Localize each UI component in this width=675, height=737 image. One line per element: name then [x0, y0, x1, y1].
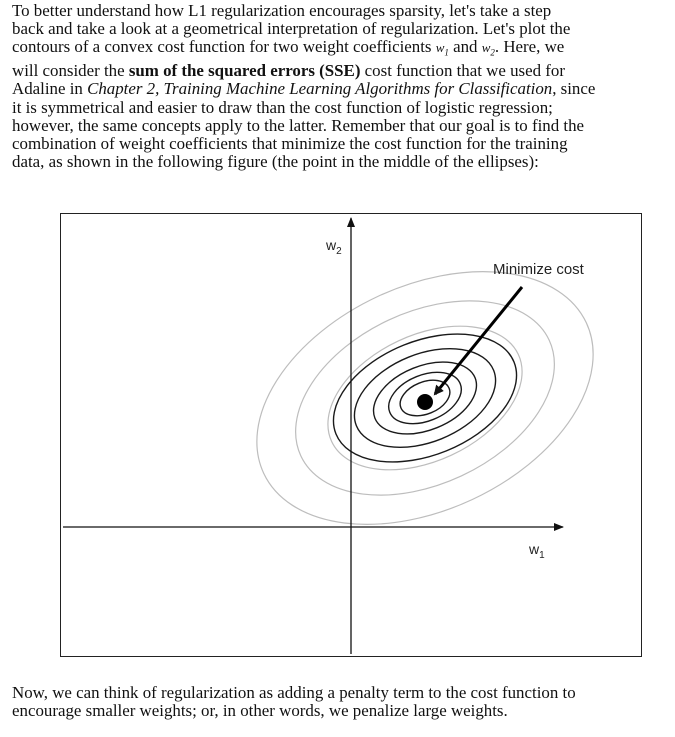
sse-term: sum of the squared errors (SSE)	[128, 61, 361, 81]
intro-line-3-start: contours of a convex cost function for t…	[12, 37, 436, 57]
w2-letter: w	[481, 40, 491, 56]
intro-line-4: will consider the sum of the squared err…	[12, 62, 672, 80]
x-axis-letter: w	[528, 541, 540, 557]
w1-subscript: 1	[444, 48, 449, 58]
w1-symbol: w1	[435, 40, 449, 58]
outro-line-1: Now, we can think of regularization as a…	[12, 683, 576, 702]
intro-line-4-start: will consider the	[12, 61, 129, 81]
x-axis-label: w1	[528, 541, 545, 561]
contour-outer-1	[256, 271, 594, 525]
contour-inner-2	[353, 347, 497, 449]
intro-line-9: data, as shown in the following figure (…	[12, 152, 539, 172]
minimize-cost-arrow	[433, 286, 524, 396]
intro-and: and	[448, 37, 482, 57]
intro-line-8: combination of weight coefficients that …	[12, 134, 568, 154]
intro-paragraph: To better understand how L1 regularizati…	[12, 1, 672, 172]
w1-letter: w	[435, 40, 445, 56]
y-axis-label: w2	[325, 237, 342, 257]
contour-inner-3	[372, 361, 478, 435]
contour-figure: Minimize cost w2 w1	[60, 213, 642, 657]
y-axis-subscript: 2	[336, 246, 342, 257]
intro-line-5: Adaline in Chapter 2, Training Machine L…	[12, 80, 672, 98]
intro-line-3: contours of a convex cost function for t…	[12, 38, 672, 62]
contour-inner-5	[399, 379, 451, 417]
annotation-label: Minimize cost	[493, 261, 585, 278]
contour-outer-3	[327, 325, 523, 471]
intro-line-5-end: , since	[552, 79, 596, 99]
intro-line-1: To better understand how L1 regularizati…	[12, 1, 552, 20]
inner-contours	[332, 333, 518, 463]
w2-subscript: 2	[490, 48, 495, 58]
intro-line-3-end: . Here, we	[494, 37, 565, 57]
outro-line-2: encourage smaller weights; or, in other …	[12, 701, 508, 721]
w2-symbol: w2	[481, 40, 495, 58]
x-axis-subscript: 1	[539, 550, 545, 561]
intro-line-2: back and take a look at a geometrical in…	[12, 19, 571, 39]
contour-outer-2	[295, 300, 555, 496]
contour-inner-1	[332, 333, 518, 463]
intro-line-6: it is symmetrical and easier to draw tha…	[12, 97, 553, 117]
outer-contours	[256, 271, 594, 525]
outro-paragraph: Now, we can think of regularization as a…	[12, 683, 672, 721]
intro-line-4-end: cost function that we used for	[360, 61, 565, 81]
contour-inner-4	[388, 371, 462, 425]
minimum-point	[417, 394, 433, 410]
y-axis-letter: w	[325, 237, 337, 253]
intro-line-5-start: Adaline in	[12, 79, 88, 99]
contour-figure-canvas: Minimize cost w2 w1	[63, 217, 594, 654]
chapter-reference: Chapter 2, Training Machine Learning Alg…	[87, 79, 553, 99]
intro-line-7: however, the same concepts apply to the …	[12, 115, 585, 135]
